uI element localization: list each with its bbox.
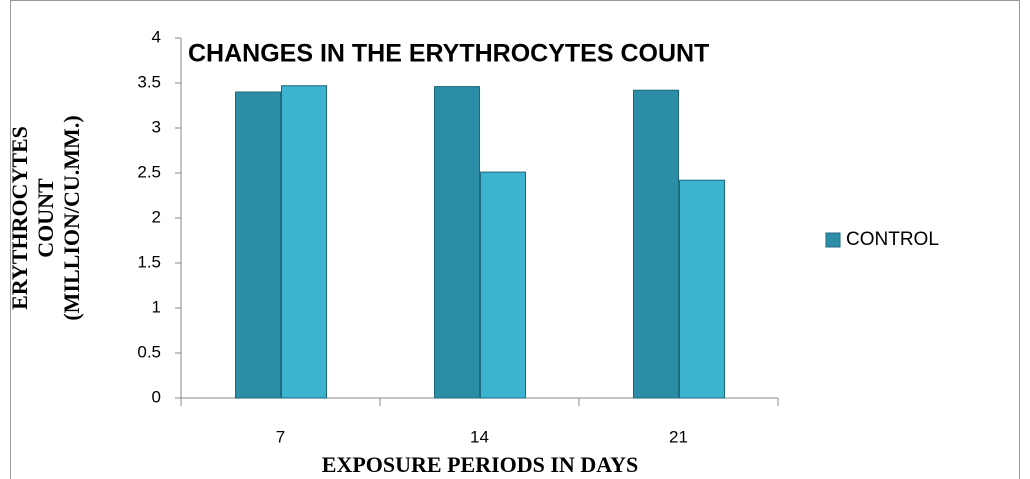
bar xyxy=(679,179,725,399)
y-tick-label: 3 xyxy=(152,117,161,136)
bar xyxy=(633,89,679,399)
chart-border xyxy=(10,0,1020,479)
y-axis-label-line: ERYTHROCYTES xyxy=(7,126,32,310)
legend-swatch xyxy=(825,232,841,248)
x-tick-label: 21 xyxy=(669,427,688,446)
y-tick-label: 2 xyxy=(152,207,161,226)
y-tick-label: 3.5 xyxy=(137,72,161,91)
bar xyxy=(434,86,480,399)
y-tick-label: 2.5 xyxy=(137,162,161,181)
y-axis-label-line: (MILLION/CU.MM.) xyxy=(59,115,84,320)
y-tick-label: 1 xyxy=(152,297,161,316)
legend-label: CONTROL xyxy=(846,229,939,250)
bar xyxy=(480,171,526,399)
y-tick-label: 0.5 xyxy=(137,342,161,361)
x-axis-label: EXPOSURE PERIODS IN DAYS xyxy=(322,452,638,477)
bar xyxy=(281,85,327,399)
chart-title: CHANGES IN THE ERYTHROCYTES COUNT xyxy=(188,40,709,68)
y-tick-label: 1.5 xyxy=(137,252,161,271)
x-tick-label: 14 xyxy=(470,427,489,446)
y-tick-label: 0 xyxy=(152,387,161,406)
x-tick-label: 7 xyxy=(276,427,285,446)
y-axis-label-line: COUNT xyxy=(33,178,58,258)
y-axis-label: ERYTHROCYTES COUNT (MILLION/CU.MM.) xyxy=(7,115,84,320)
y-tick-label: 4 xyxy=(152,27,161,46)
bar xyxy=(235,91,281,399)
